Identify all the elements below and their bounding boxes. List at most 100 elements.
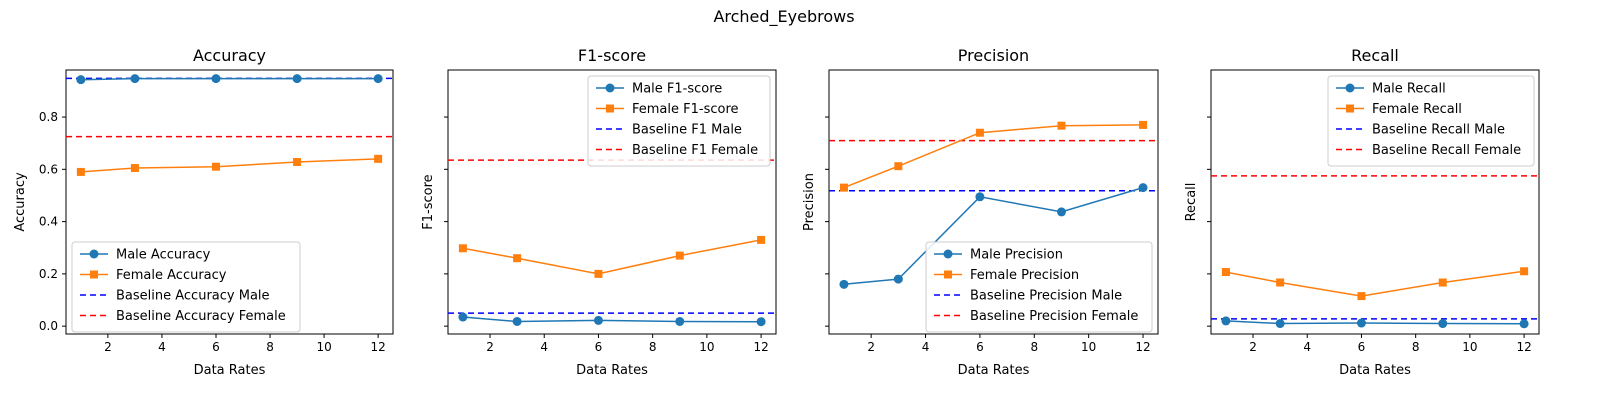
panels: Accuracy 2 4 6 8 10 12 0.0 0.2 0.4 0.6 0.8 Data Rate… [13,46,1540,378]
legend-label: Baseline Accuracy Male [116,289,270,304]
data-point [512,316,522,326]
data-point [458,244,467,253]
data-point [130,74,140,84]
x-tick-label: 12 [1135,340,1150,354]
y-tick-label: 0.6 [39,162,58,176]
series-line [80,77,379,81]
x-tick-label: 2 [104,340,112,354]
x-axis-label: Data Rates [194,363,266,378]
series-line [1225,320,1525,325]
data-point [1221,316,1231,326]
x-tick-label: 10 [316,340,331,354]
data-point [1357,292,1366,301]
x-tick-label: 2 [486,340,494,354]
data-point [211,162,220,171]
data-point [975,128,984,137]
legend-label: Male F1-score [632,82,722,97]
data-point [975,192,985,202]
data-point [894,162,903,171]
legend-marker [1345,83,1355,93]
x-tick-label: 6 [1358,340,1366,354]
y-axis-label: Recall [1184,183,1199,222]
plot-area [1211,175,1539,329]
x-tick-label: 8 [649,340,657,354]
data-point [757,235,766,244]
subplot-2: F1-score 2 4 6 8 10 12 Data Rates F1-score Male F… [421,46,777,378]
legend: Male Recall Female Recall Baseline Recall … [1327,75,1535,167]
data-point [211,74,221,84]
legend-marker [89,249,99,259]
x-tick-label: 6 [212,340,220,354]
data-point [1057,121,1066,130]
x-tick-label: 2 [1249,340,1257,354]
legend-box [1327,75,1535,167]
subplot-title: Recall [1351,46,1399,65]
data-point [1275,319,1285,329]
x-axis-label: Data Rates [1339,363,1411,378]
data-point [1520,267,1529,276]
subplot-4: Recall 2 4 6 8 10 12 Data Rates Recall Male Recal… [1184,46,1540,378]
x-tick-label: 4 [158,340,166,354]
legend-box [925,241,1153,333]
data-point [675,316,685,326]
legend-label: Baseline Recall Female [1372,143,1521,158]
data-point [1438,319,1448,329]
plot-frame [1210,69,1540,335]
y-axis-label: Precision [802,173,817,231]
data-point [373,74,383,84]
plot-area [66,74,393,176]
x-tick-label: 10 [699,340,714,354]
data-point [1276,278,1285,287]
data-point [76,75,86,85]
legend-label: Baseline F1 Female [632,143,758,158]
data-point [1356,318,1366,328]
y-tick-label: 0.2 [39,267,58,281]
legend-marker [944,270,952,279]
plot-area [829,120,1158,289]
x-tick-label: 8 [1030,340,1038,354]
data-point [594,269,603,278]
x-tick-label: 10 [1081,340,1096,354]
data-point [293,158,302,167]
legend-box [71,241,301,333]
y-tick-label: 0.0 [39,319,58,333]
legend-label: Female Recall [1372,102,1462,117]
legend-label: Baseline F1 Male [632,123,742,138]
subplot-title: F1-score [578,46,646,65]
legend-marker [90,270,98,279]
plot-frame [447,69,777,335]
data-point [1056,207,1066,217]
series-line [80,158,379,173]
x-tick-label: 6 [595,340,603,354]
data-point [1138,183,1148,193]
data-point [458,312,468,322]
legend-box [587,75,771,167]
data-point [374,154,383,163]
legend-label: Male Recall [1372,82,1446,97]
data-point [1438,278,1447,287]
legend-label: Male Precision [970,248,1063,263]
x-tick-label: 12 [370,340,385,354]
legend-label: Baseline Recall Male [1372,123,1505,138]
legend-label: Baseline Precision Male [970,289,1122,304]
data-point [1221,268,1230,277]
data-point [893,274,903,284]
x-tick-label: 10 [1462,340,1477,354]
legend-label: Baseline Accuracy Female [116,309,286,324]
legend-label: Female Accuracy [116,268,227,283]
x-axis-label: Data Rates [576,363,648,378]
legend-label: Male Accuracy [116,248,211,263]
legend-label: Female F1-score [632,102,739,117]
x-tick-label: 2 [867,340,875,354]
data-point [292,74,302,84]
x-tick-label: 6 [976,340,984,354]
legend: Male Precision Female Precision Baseline P… [925,241,1153,333]
series-line [462,239,762,275]
x-tick-label: 4 [1303,340,1311,354]
data-point [593,315,603,325]
data-point [839,183,848,192]
data-point [130,164,139,173]
data-point [675,251,684,260]
